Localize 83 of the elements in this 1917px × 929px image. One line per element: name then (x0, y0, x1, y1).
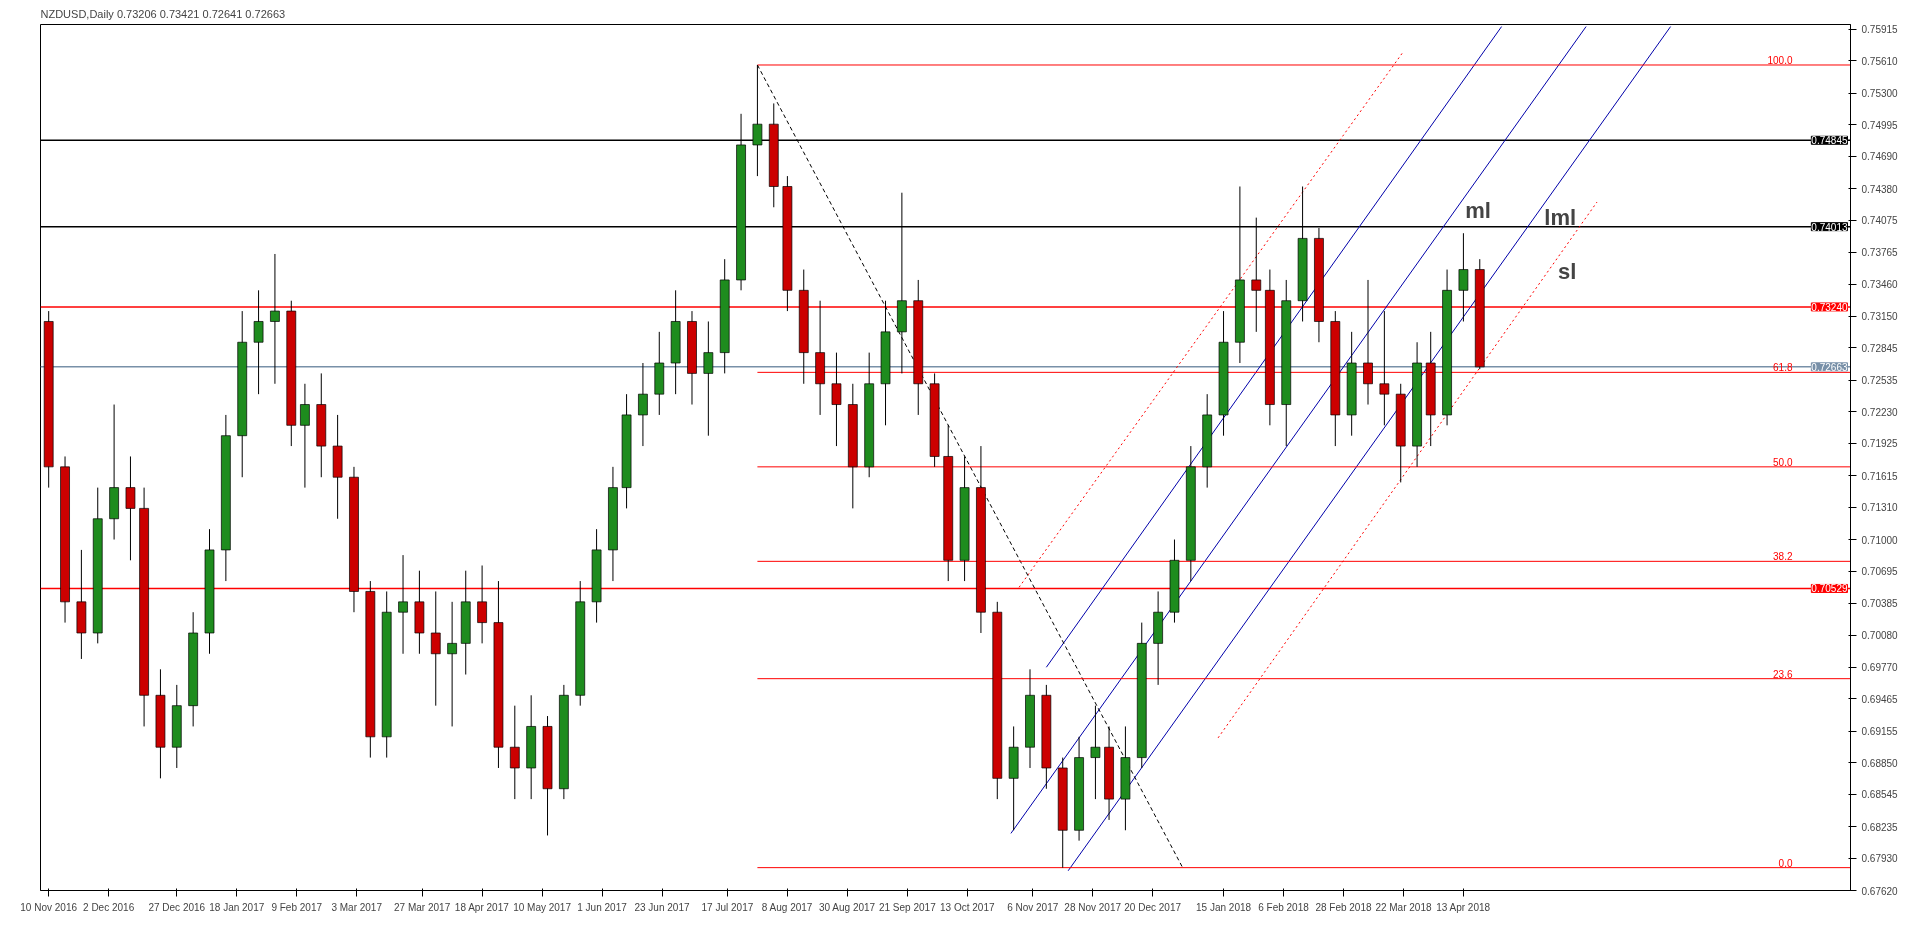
x-tick-label: 17 Jul 2017 (701, 901, 754, 913)
x-tick-label: 13 Oct 2017 (940, 901, 995, 913)
x-tick-label: 10 May 2017 (513, 901, 572, 913)
y-tick-label: 0.74075 (1861, 215, 1899, 227)
annotation: lml (1544, 205, 1577, 231)
ref-line-label: 0.73240 (1811, 301, 1848, 313)
candlestick (1458, 232, 1469, 322)
x-tick-label: 28 Nov 2017 (1064, 901, 1122, 913)
annotation: sl (1557, 259, 1577, 285)
x-tick-label: 9 Feb 2017 (271, 901, 323, 913)
y-tick-label: 0.73460 (1861, 279, 1899, 291)
y-tick-label: 0.73150 (1861, 311, 1899, 323)
ref-line-label: 0.74845 (1811, 135, 1848, 147)
y-tick-label: 0.67620 (1861, 885, 1899, 897)
candlestick (398, 554, 408, 655)
y-tick-label: 0.74995 (1861, 119, 1899, 131)
y-tick-label: 0.72230 (1861, 406, 1899, 418)
y-tick-label: 0.69770 (1861, 662, 1899, 674)
annotation: ml (1465, 197, 1491, 223)
candlestick (430, 590, 441, 707)
y-tick-label: 0.68850 (1861, 757, 1899, 769)
series-label: 100.0 (1767, 55, 1793, 66)
x-tick-label: 6 Feb 2018 (1258, 901, 1310, 913)
x-tick-label: 18 Apr 2017 (454, 901, 510, 913)
y-tick-label: 0.70080 (1861, 630, 1899, 642)
y-tick-label: 0.73765 (1861, 247, 1899, 259)
y-tick-label: 0.75300 (1861, 88, 1899, 100)
x-tick-label: 2 Dec 2016 (83, 901, 135, 913)
y-tick-label: 0.71310 (1861, 502, 1899, 514)
series-label: 61.8 (1773, 362, 1793, 374)
x-tick-label: 15 Jan 2018 (1196, 901, 1252, 913)
x-tick-label: 30 Aug 2017 (819, 901, 876, 913)
x-tick-label: 10 Nov 2016 (20, 901, 78, 913)
x-tick-label: 6 Nov 2017 (1007, 901, 1059, 913)
x-tick-label: 1 Jun 2017 (577, 901, 628, 913)
y-tick-label: 0.69465 (1861, 693, 1899, 705)
chart-title: NZDUSD,Daily 0.73206 0.73421 0.72641 0.72663 (40, 7, 286, 20)
x-tick-label: 27 Mar 2017 (394, 901, 451, 913)
series-label: 0.0 (1778, 857, 1793, 869)
x-tick-label: 20 Dec 2017 (1124, 901, 1182, 913)
x-tick-label: 27 Dec 2016 (148, 901, 206, 913)
y-tick-label: 0.70385 (1861, 598, 1899, 610)
y-tick-label: 0.72845 (1861, 342, 1899, 354)
x-tick-label: 8 Aug 2017 (761, 901, 813, 913)
x-tick-label: 23 Jun 2017 (634, 901, 690, 913)
ref-line-label: 0.74013 (1811, 221, 1848, 233)
x-tick-label: 18 Jan 2017 (209, 901, 265, 913)
candlestick (447, 601, 457, 727)
candlestick (270, 253, 280, 385)
x-tick-label: 28 Feb 2018 (1315, 901, 1372, 913)
candlestick (125, 455, 136, 561)
x-tick-label: 13 Apr 2018 (1436, 901, 1491, 913)
y-tick-label: 0.75915 (1861, 24, 1899, 36)
candlestick (300, 383, 310, 489)
ref-line-label: 0.70529 (1811, 583, 1848, 595)
y-tick-label: 0.71615 (1861, 470, 1899, 482)
candlestick (1090, 705, 1101, 800)
candlestick (831, 352, 842, 447)
y-tick-label: 0.70695 (1861, 566, 1899, 578)
y-tick-label: 0.68235 (1861, 821, 1899, 833)
candlestick (253, 289, 264, 395)
y-tick-label: 0.69155 (1861, 726, 1899, 738)
candlestick (638, 362, 648, 447)
candlestick (1363, 279, 1373, 406)
y-tick-label: 0.68545 (1861, 789, 1899, 801)
series-label: 23.6 (1773, 668, 1793, 680)
x-tick-label: 22 Mar 2018 (1375, 901, 1432, 913)
candlestick (703, 320, 714, 437)
series-label: 38.2 (1773, 551, 1793, 563)
series-label: 50.0 (1773, 456, 1793, 468)
y-tick-label: 0.75610 (1861, 55, 1899, 67)
x-tick-label: 3 Mar 2017 (331, 901, 383, 913)
x-tick-label: 21 Sep 2017 (878, 901, 937, 913)
y-tick-label: 0.74380 (1861, 183, 1899, 195)
y-tick-label: 0.71000 (1861, 534, 1899, 546)
candlestick (509, 705, 520, 800)
candlestick (477, 564, 487, 644)
y-tick-label: 0.72535 (1861, 375, 1899, 387)
y-tick-label: 0.71925 (1861, 438, 1899, 450)
ref-line-label: 0.72663 (1811, 361, 1848, 373)
candlestick (1379, 310, 1390, 426)
y-tick-label: 0.67930 (1861, 853, 1899, 865)
y-tick-label: 0.74690 (1861, 151, 1899, 163)
